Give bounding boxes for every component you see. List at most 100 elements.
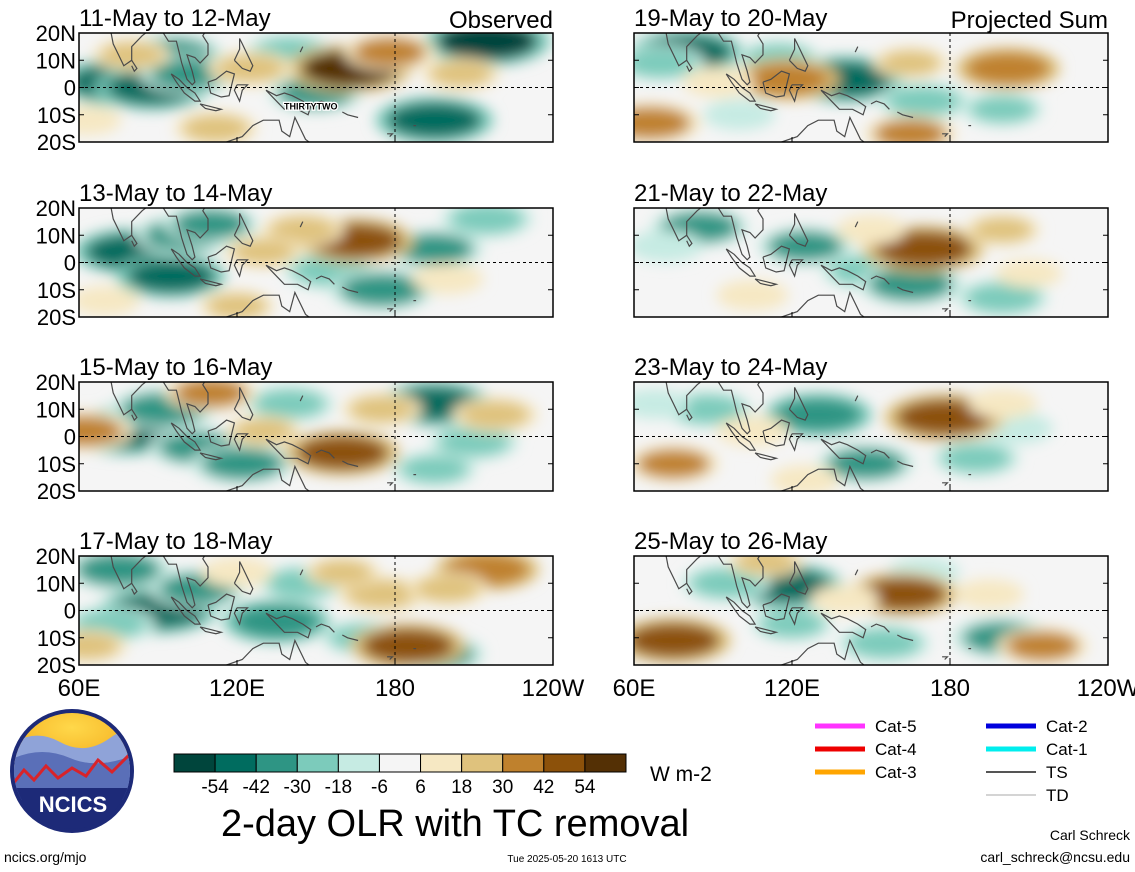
coastline [725, 596, 757, 625]
olr-anomaly-blob [896, 399, 994, 436]
olr-field [634, 556, 1108, 665]
lat-tick-label: 0 [64, 251, 76, 276]
olr-anomaly-blob [438, 427, 510, 456]
colorbar-tick-label: -42 [242, 777, 269, 798]
panel-header-label: Projected Sum [951, 7, 1108, 34]
coastlines [110, 33, 417, 142]
coastline [315, 623, 335, 633]
olr-anomaly-blob [723, 419, 782, 443]
olr-field [79, 382, 553, 491]
legend-item-ts: TS [986, 763, 1068, 782]
olr-anomaly-blob [353, 37, 427, 67]
olr-anomaly-blob [777, 468, 833, 491]
coastline [299, 46, 304, 53]
coastline [342, 634, 359, 642]
coastline [897, 634, 914, 642]
coastline [207, 70, 236, 98]
coastline [199, 452, 224, 461]
coastline [897, 286, 914, 294]
olr-anomaly-blob [254, 389, 326, 418]
coastline [170, 73, 202, 102]
olr-anomaly-blob [201, 447, 284, 480]
panel-title: 15-May to 16-May [79, 354, 272, 381]
olr-field [634, 382, 1108, 491]
coastline [265, 612, 312, 639]
coastline [387, 308, 394, 313]
coastlines [110, 208, 417, 317]
coastline [199, 103, 224, 112]
colorbar-swatch [296, 753, 339, 773]
lon-tick-label: 120W [1077, 675, 1135, 702]
olr-anomaly-blob [429, 61, 492, 87]
olr-anomaly-blob [816, 588, 873, 612]
coastline [942, 482, 949, 487]
coastline [225, 290, 310, 317]
legend-label: Cat-2 [1046, 717, 1088, 736]
coastlines [110, 382, 417, 491]
coastlines [665, 556, 972, 665]
coastline [315, 449, 335, 459]
coastline [131, 234, 138, 248]
coastline [754, 626, 779, 635]
olr-anomaly-blob [868, 268, 953, 301]
coastline [870, 449, 890, 459]
olr-anomaly-blob [387, 102, 482, 139]
coastline [762, 245, 791, 273]
footer-email[interactable]: carl_schreck@ncsu.edu [980, 849, 1130, 865]
colorbar-tick-label: 30 [492, 777, 513, 798]
olr-anomaly-blob [966, 283, 1040, 313]
olr-anomaly-blob [672, 395, 744, 424]
lat-tick-label: 10S [37, 103, 76, 128]
colorbar-swatch [543, 753, 586, 773]
longitude-tick-labels: 60E 120E 180 120W 60E 120E 180 120W [58, 675, 1135, 702]
coastlines [665, 382, 972, 491]
lat-tick-label: 0 [64, 76, 76, 101]
olr-panel-projected-2: 21-May to 22-May [633, 180, 1109, 318]
legend-item-cat-3: Cat-3 [815, 763, 917, 782]
coastline [788, 433, 804, 452]
lat-tick-label: 10S [37, 626, 76, 651]
olr-anomaly-blob [744, 63, 829, 96]
colorbar-swatch [337, 753, 380, 773]
lat-tick-label: 20S [37, 653, 76, 678]
colorbar-swatch [584, 753, 627, 773]
lat-tick-label: 0 [64, 599, 76, 624]
olr-field [79, 556, 553, 665]
olr-anomaly-blob [173, 209, 249, 240]
colorbar-swatch [420, 753, 463, 773]
coastline [233, 259, 249, 278]
coastline [225, 638, 310, 665]
coastline [788, 38, 809, 72]
panel-title: 13-May to 14-May [79, 180, 272, 207]
coastline [665, 382, 764, 435]
coastline [342, 460, 359, 468]
olr-anomaly-blob [269, 216, 337, 244]
olr-anomaly-blob [858, 577, 947, 612]
coastline [788, 387, 809, 421]
olr-anomaly-blob [974, 392, 1031, 416]
coastline [299, 221, 304, 228]
lon-tick-label: 180 [930, 675, 970, 702]
coastline [170, 422, 202, 451]
olr-anomaly-blob [349, 396, 414, 423]
olr-anomaly-blob [689, 70, 748, 94]
coastline [315, 100, 335, 110]
olr-anomaly-blob [339, 273, 424, 306]
olr-anomaly-blob [827, 448, 905, 479]
coastline [315, 275, 335, 285]
coastline [665, 33, 764, 86]
coastline [265, 89, 312, 116]
footer-website[interactable]: ncics.org/mjo [4, 849, 87, 865]
lon-tick-label: 120E [209, 675, 265, 702]
panel-header-label: Observed [449, 7, 553, 34]
logo-text: NCICS [39, 792, 107, 817]
coastline [387, 656, 394, 660]
olr-anomaly-blob [634, 392, 683, 416]
lat-tick-label: 10N [36, 397, 76, 422]
legend-label: Cat-4 [875, 740, 917, 759]
